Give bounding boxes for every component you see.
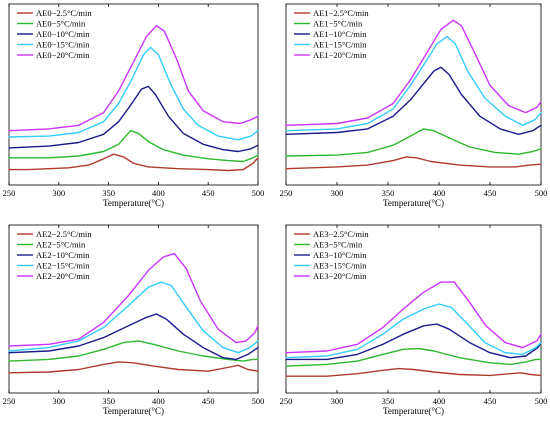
x-tick-label: 300	[331, 188, 344, 198]
x-tick-label: 450	[484, 396, 497, 406]
legend-entry: AE0−15°C/min	[36, 40, 90, 50]
legend-entry: AE0−2.5°C/min	[36, 8, 92, 18]
series-line-3	[285, 303, 542, 359]
series-line-1	[8, 129, 259, 163]
x-tick-label: 300	[52, 188, 65, 198]
series-line-0	[285, 156, 542, 170]
series-line-4	[8, 25, 259, 132]
plot-frame	[8, 224, 259, 394]
series-line-3	[8, 281, 259, 354]
legend-entry: AE1−5°C/min	[313, 19, 363, 29]
series-line-1	[285, 347, 542, 367]
legend-entry: AE2−20°C/min	[36, 271, 90, 281]
chart-panel-2: 250 300 350 400 450 500 Temperature(°C) AE2−2.5…	[3, 224, 265, 416]
plot-frame	[285, 3, 542, 186]
legend-entry: AE1−20°C/min	[313, 50, 367, 60]
series-line-2	[8, 85, 259, 153]
x-tick-label: 250	[3, 396, 16, 406]
x-tick-label: 250	[280, 188, 293, 198]
series-line-3	[285, 35, 542, 132]
legend-entry: AE3−10°C/min	[313, 250, 367, 260]
series-line-2	[285, 66, 542, 136]
legend-entry: AE1−2.5°C/min	[313, 8, 369, 18]
series-line-0	[8, 153, 259, 172]
x-axis-label: Temperature(°C)	[383, 198, 444, 208]
legend-entry: AE3−2.5°C/min	[313, 229, 369, 239]
legend-entry: AE1−15°C/min	[313, 40, 367, 50]
chart-panel-0: 250 300 350 400 450 500 Temperature(°C) AE0−2.5…	[3, 3, 265, 208]
x-tick-label: 500	[252, 188, 265, 198]
series-line-3	[8, 46, 259, 141]
legend-entry: AE0−5°C/min	[36, 19, 86, 29]
plot-frame	[8, 3, 259, 186]
x-tick-label: 350	[382, 396, 395, 406]
x-tick-label: 500	[252, 396, 265, 406]
x-tick-label: 450	[202, 188, 215, 198]
x-tick-label: 350	[102, 188, 115, 198]
x-tick-label: 400	[433, 396, 446, 406]
legend-entry: AE2−10°C/min	[36, 250, 90, 260]
x-tick-label: 250	[280, 396, 293, 406]
x-tick-label: 300	[331, 396, 344, 406]
legend-entry: AE2−5°C/min	[36, 240, 86, 250]
legend-entry: AE0−10°C/min	[36, 29, 90, 39]
legend-entry: AE2−15°C/min	[36, 261, 90, 271]
x-tick-label: 350	[102, 396, 115, 406]
x-tick-label: 400	[152, 188, 165, 198]
x-tick-label: 450	[202, 396, 215, 406]
series-line-1	[8, 340, 259, 362]
x-tick-label: 500	[535, 396, 548, 406]
x-axis-label: Temperature(°C)	[103, 406, 164, 416]
x-tick-label: 400	[152, 396, 165, 406]
x-tick-label: 500	[535, 188, 548, 198]
x-tick-label: 250	[3, 188, 16, 198]
series-line-4	[285, 19, 542, 127]
legend-entry: AE1−10°C/min	[313, 29, 367, 39]
series-line-0	[285, 367, 542, 377]
series-line-4	[285, 281, 542, 354]
x-axis-label: Temperature(°C)	[103, 198, 164, 208]
legend-entry: AE2−2.5°C/min	[36, 229, 92, 239]
series-line-0	[8, 361, 259, 374]
series-line-2	[285, 323, 542, 361]
x-axis-label: Temperature(°C)	[383, 406, 444, 416]
x-tick-label: 350	[382, 188, 395, 198]
legend-entry: AE3−15°C/min	[313, 261, 367, 271]
series-line-2	[8, 313, 259, 361]
chart-panel-1: 250 300 350 400 450 500 Temperature(°C) AE1−2.5…	[280, 3, 548, 208]
series-line-4	[8, 252, 259, 347]
legend-entry: AE3−20°C/min	[313, 271, 367, 281]
x-tick-label: 450	[484, 188, 497, 198]
x-tick-label: 400	[433, 188, 446, 198]
legend-entry: AE0−20°C/min	[36, 50, 90, 60]
plot-frame	[285, 224, 542, 394]
series-line-1	[285, 128, 542, 157]
legend-entry: AE3−5°C/min	[313, 240, 363, 250]
x-tick-label: 300	[52, 396, 65, 406]
chart-panel-3: 250 300 350 400 450 500 Temperature(°C) AE3−2.5…	[280, 224, 548, 416]
